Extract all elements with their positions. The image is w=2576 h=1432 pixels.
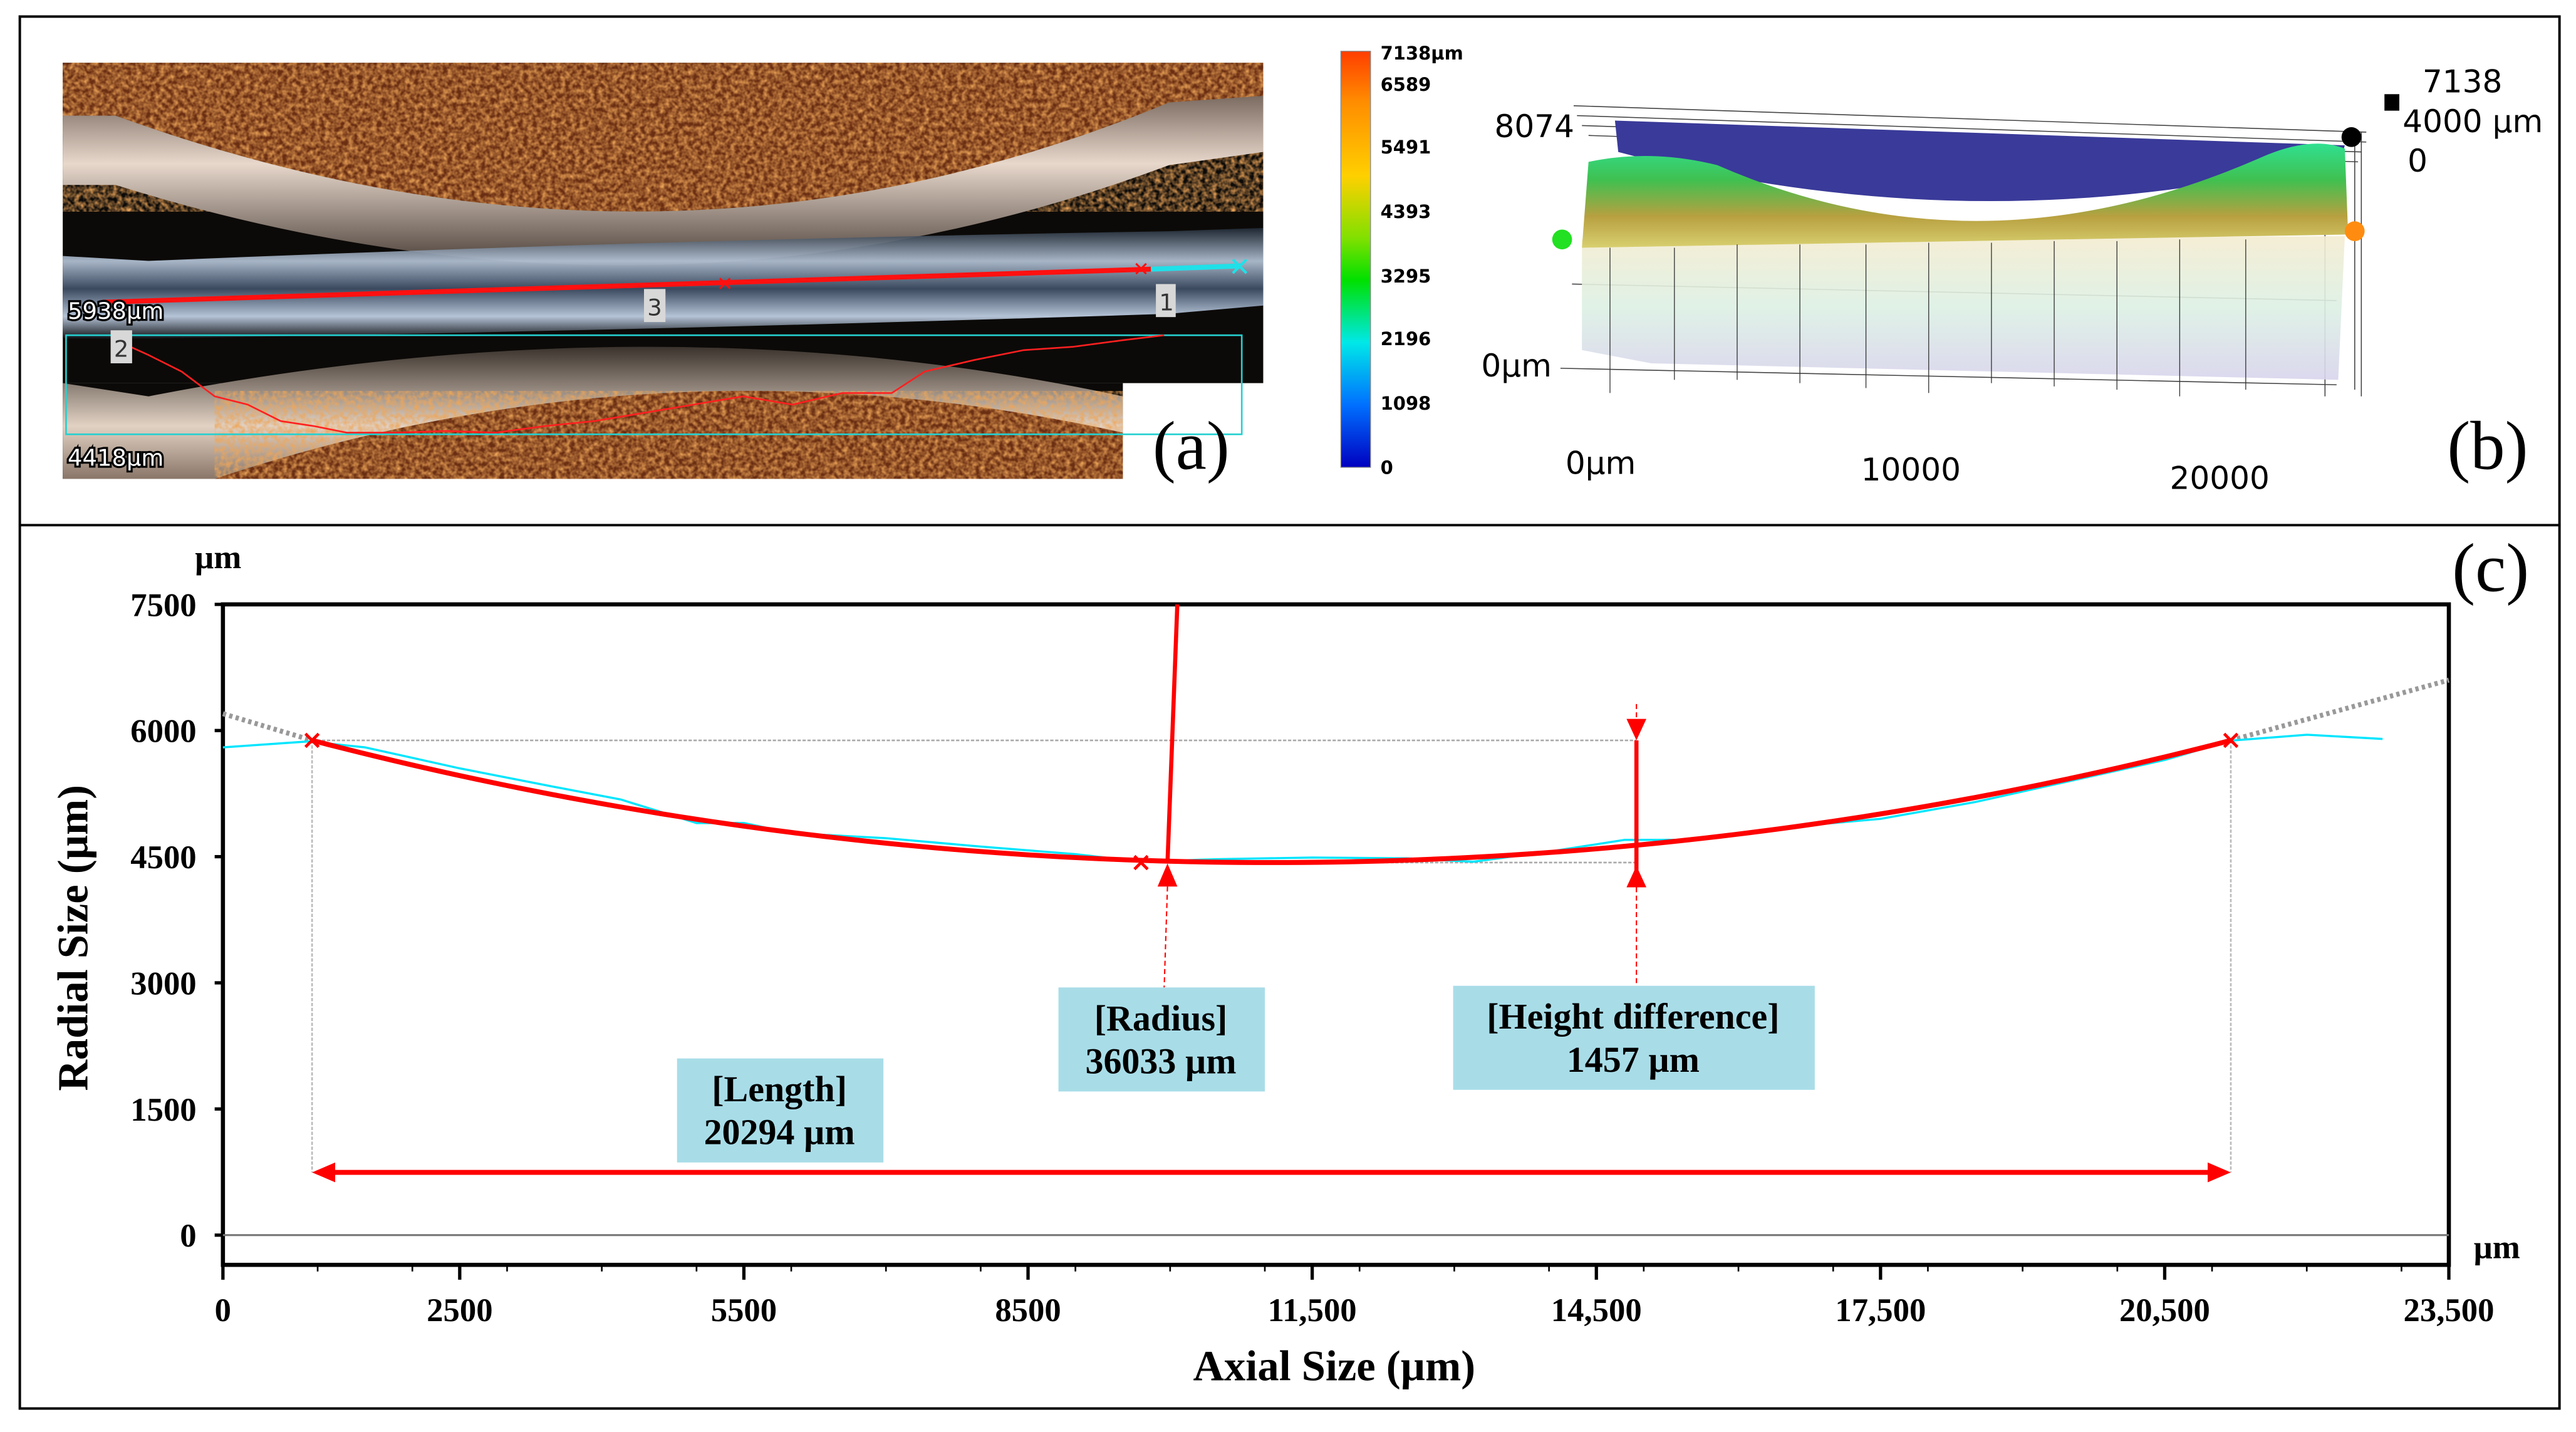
colorbar-label: 7138µm xyxy=(1381,43,1463,64)
green-handle-marker xyxy=(1552,229,1572,250)
fit-point-marker xyxy=(2223,732,2239,749)
panel-b-label: (b) xyxy=(2447,407,2528,484)
y-axis-zero-label: 0 xyxy=(2407,143,2428,179)
silver-tube-top xyxy=(63,95,1264,266)
x-tick-label: 0 xyxy=(215,1292,231,1329)
panel-a-label: (a) xyxy=(1153,407,1230,484)
measured-profile-line xyxy=(222,734,2383,863)
surface-blue-top xyxy=(1614,120,2345,202)
x-tick-label: 14,500 xyxy=(1551,1292,1642,1329)
red-mid-marker: ✕ xyxy=(717,273,734,296)
y-tick-label: 7500 xyxy=(130,587,196,623)
black-handle-marker xyxy=(2341,127,2362,147)
height-difference-annotation-value: 1457 µm xyxy=(1567,1039,1700,1080)
height-difference-annotation-box xyxy=(1453,985,1815,1090)
surface-band xyxy=(1582,143,2349,248)
red-end-marker: ✕ xyxy=(1133,258,1150,281)
marker-label-3: 3 xyxy=(647,294,662,321)
figure-frame xyxy=(18,15,2561,1410)
y-tick-label: 6000 xyxy=(130,713,196,750)
x-axis-tick-label: 10000 xyxy=(1861,452,1961,488)
height-arrowhead-bottom xyxy=(1626,866,1647,888)
colorbar-label: 6589 xyxy=(1381,74,1431,95)
marker-box-2 xyxy=(110,330,132,363)
plot-area xyxy=(221,602,2451,1267)
lower-readout: 4418µm xyxy=(68,444,164,471)
fit-point-marker xyxy=(1133,854,1149,871)
colorbar-label: 2196 xyxy=(1381,328,1431,350)
profile-trace xyxy=(112,334,1165,434)
fitted-arc-line xyxy=(311,738,2231,865)
cyan-end-marker: ✕ xyxy=(1228,251,1250,282)
z-axis-top-label: 8074 xyxy=(1494,108,1574,145)
fit-extension-dotted xyxy=(222,711,313,743)
measurement-box xyxy=(65,334,1243,435)
marker-label-2: 2 xyxy=(114,335,128,362)
x-tick-label: 17,500 xyxy=(1835,1292,1926,1329)
fit-extension-dotted xyxy=(2230,677,2450,743)
marker-label-1: 1 xyxy=(1159,289,1173,316)
x-tick-label: 20,500 xyxy=(2119,1292,2210,1329)
length-annotation-title: [Length] xyxy=(712,1069,847,1109)
measure-line-red xyxy=(102,266,1151,305)
length-arrowhead-left xyxy=(312,1162,336,1183)
radius-annotation-title: [Radius] xyxy=(1094,998,1228,1039)
x-tick-label: 5500 xyxy=(711,1292,777,1329)
y-tick-label: 0 xyxy=(180,1218,196,1254)
orange-handle-marker xyxy=(2344,221,2365,241)
x-axis-tick-label: 20000 xyxy=(2170,460,2270,496)
panel-b-3d-surface xyxy=(1552,94,2399,397)
height-arrowhead-top xyxy=(1626,719,1647,740)
colorbar-label: 1098 xyxy=(1381,393,1431,414)
y-axis-max-label: 7138 xyxy=(2423,64,2502,100)
chart-marks: 0 1500 3000 4500 6000 7500 0 2500 5500 8500 11,500… xyxy=(130,587,2494,1329)
x-tick-label: 8500 xyxy=(995,1292,1061,1329)
panel-a-micrograph: ✕ ✕ ✕ 5938µm 1 2 3 4418µm xyxy=(63,63,1264,479)
x-tick-label: 23,500 xyxy=(2404,1292,2495,1329)
rust-top-texture xyxy=(63,63,1264,212)
y-axis-mid-label: 4000 µm xyxy=(2402,103,2543,140)
measure-line-cyan xyxy=(1151,263,1242,272)
black-square-marker xyxy=(2384,94,2399,111)
radius-leader-line xyxy=(1163,886,1168,988)
colorbar-label: 4393 xyxy=(1381,201,1431,222)
x-tick-label: 2500 xyxy=(427,1292,492,1329)
marker-box-3 xyxy=(644,289,666,323)
length-arrowhead-right xyxy=(2208,1162,2231,1183)
x-unit-label: µm xyxy=(2474,1230,2520,1266)
y-tick-label: 3000 xyxy=(130,965,196,1002)
colorbar-gradient xyxy=(1340,51,1371,468)
3d-vertical-gridlines xyxy=(1609,239,2246,397)
colorbar-label: 3295 xyxy=(1381,266,1431,287)
height-difference-annotation-title: [Height difference] xyxy=(1487,996,1779,1037)
colorbar-label: 5491 xyxy=(1381,137,1431,158)
y-tick-label: 1500 xyxy=(130,1092,196,1128)
colorbar: 7138µm 6589 5491 4393 3295 2196 1098 0 xyxy=(1340,43,1463,479)
marker-box-1 xyxy=(1156,284,1176,318)
length-annotation-value: 20294 µm xyxy=(704,1112,855,1153)
radius-annotation-box xyxy=(1058,987,1265,1092)
y-axis-title: Radial Size (µm) xyxy=(49,785,97,1091)
x-axis-tick-label: 0µm xyxy=(1566,445,1636,482)
radius-arrowhead xyxy=(1157,863,1178,887)
radius-annotation-value: 36033 µm xyxy=(1085,1040,1236,1081)
fit-point-marker xyxy=(304,732,320,749)
panel-c-label: (c) xyxy=(2452,529,2529,606)
x-axis-title: Axial Size (µm) xyxy=(1193,1342,1475,1390)
y-unit-label: µm xyxy=(195,539,241,576)
x-tick-label: 11,500 xyxy=(1268,1292,1357,1329)
radius-line xyxy=(1165,604,1180,864)
z-axis-bottom-label: 0µm xyxy=(1481,348,1552,384)
colorbar-label: 0 xyxy=(1381,457,1393,479)
upper-readout: 5938µm xyxy=(68,298,164,324)
surface-pale-lower xyxy=(1582,236,2345,380)
length-annotation-box xyxy=(677,1058,884,1163)
y-tick-label: 4500 xyxy=(130,839,196,876)
